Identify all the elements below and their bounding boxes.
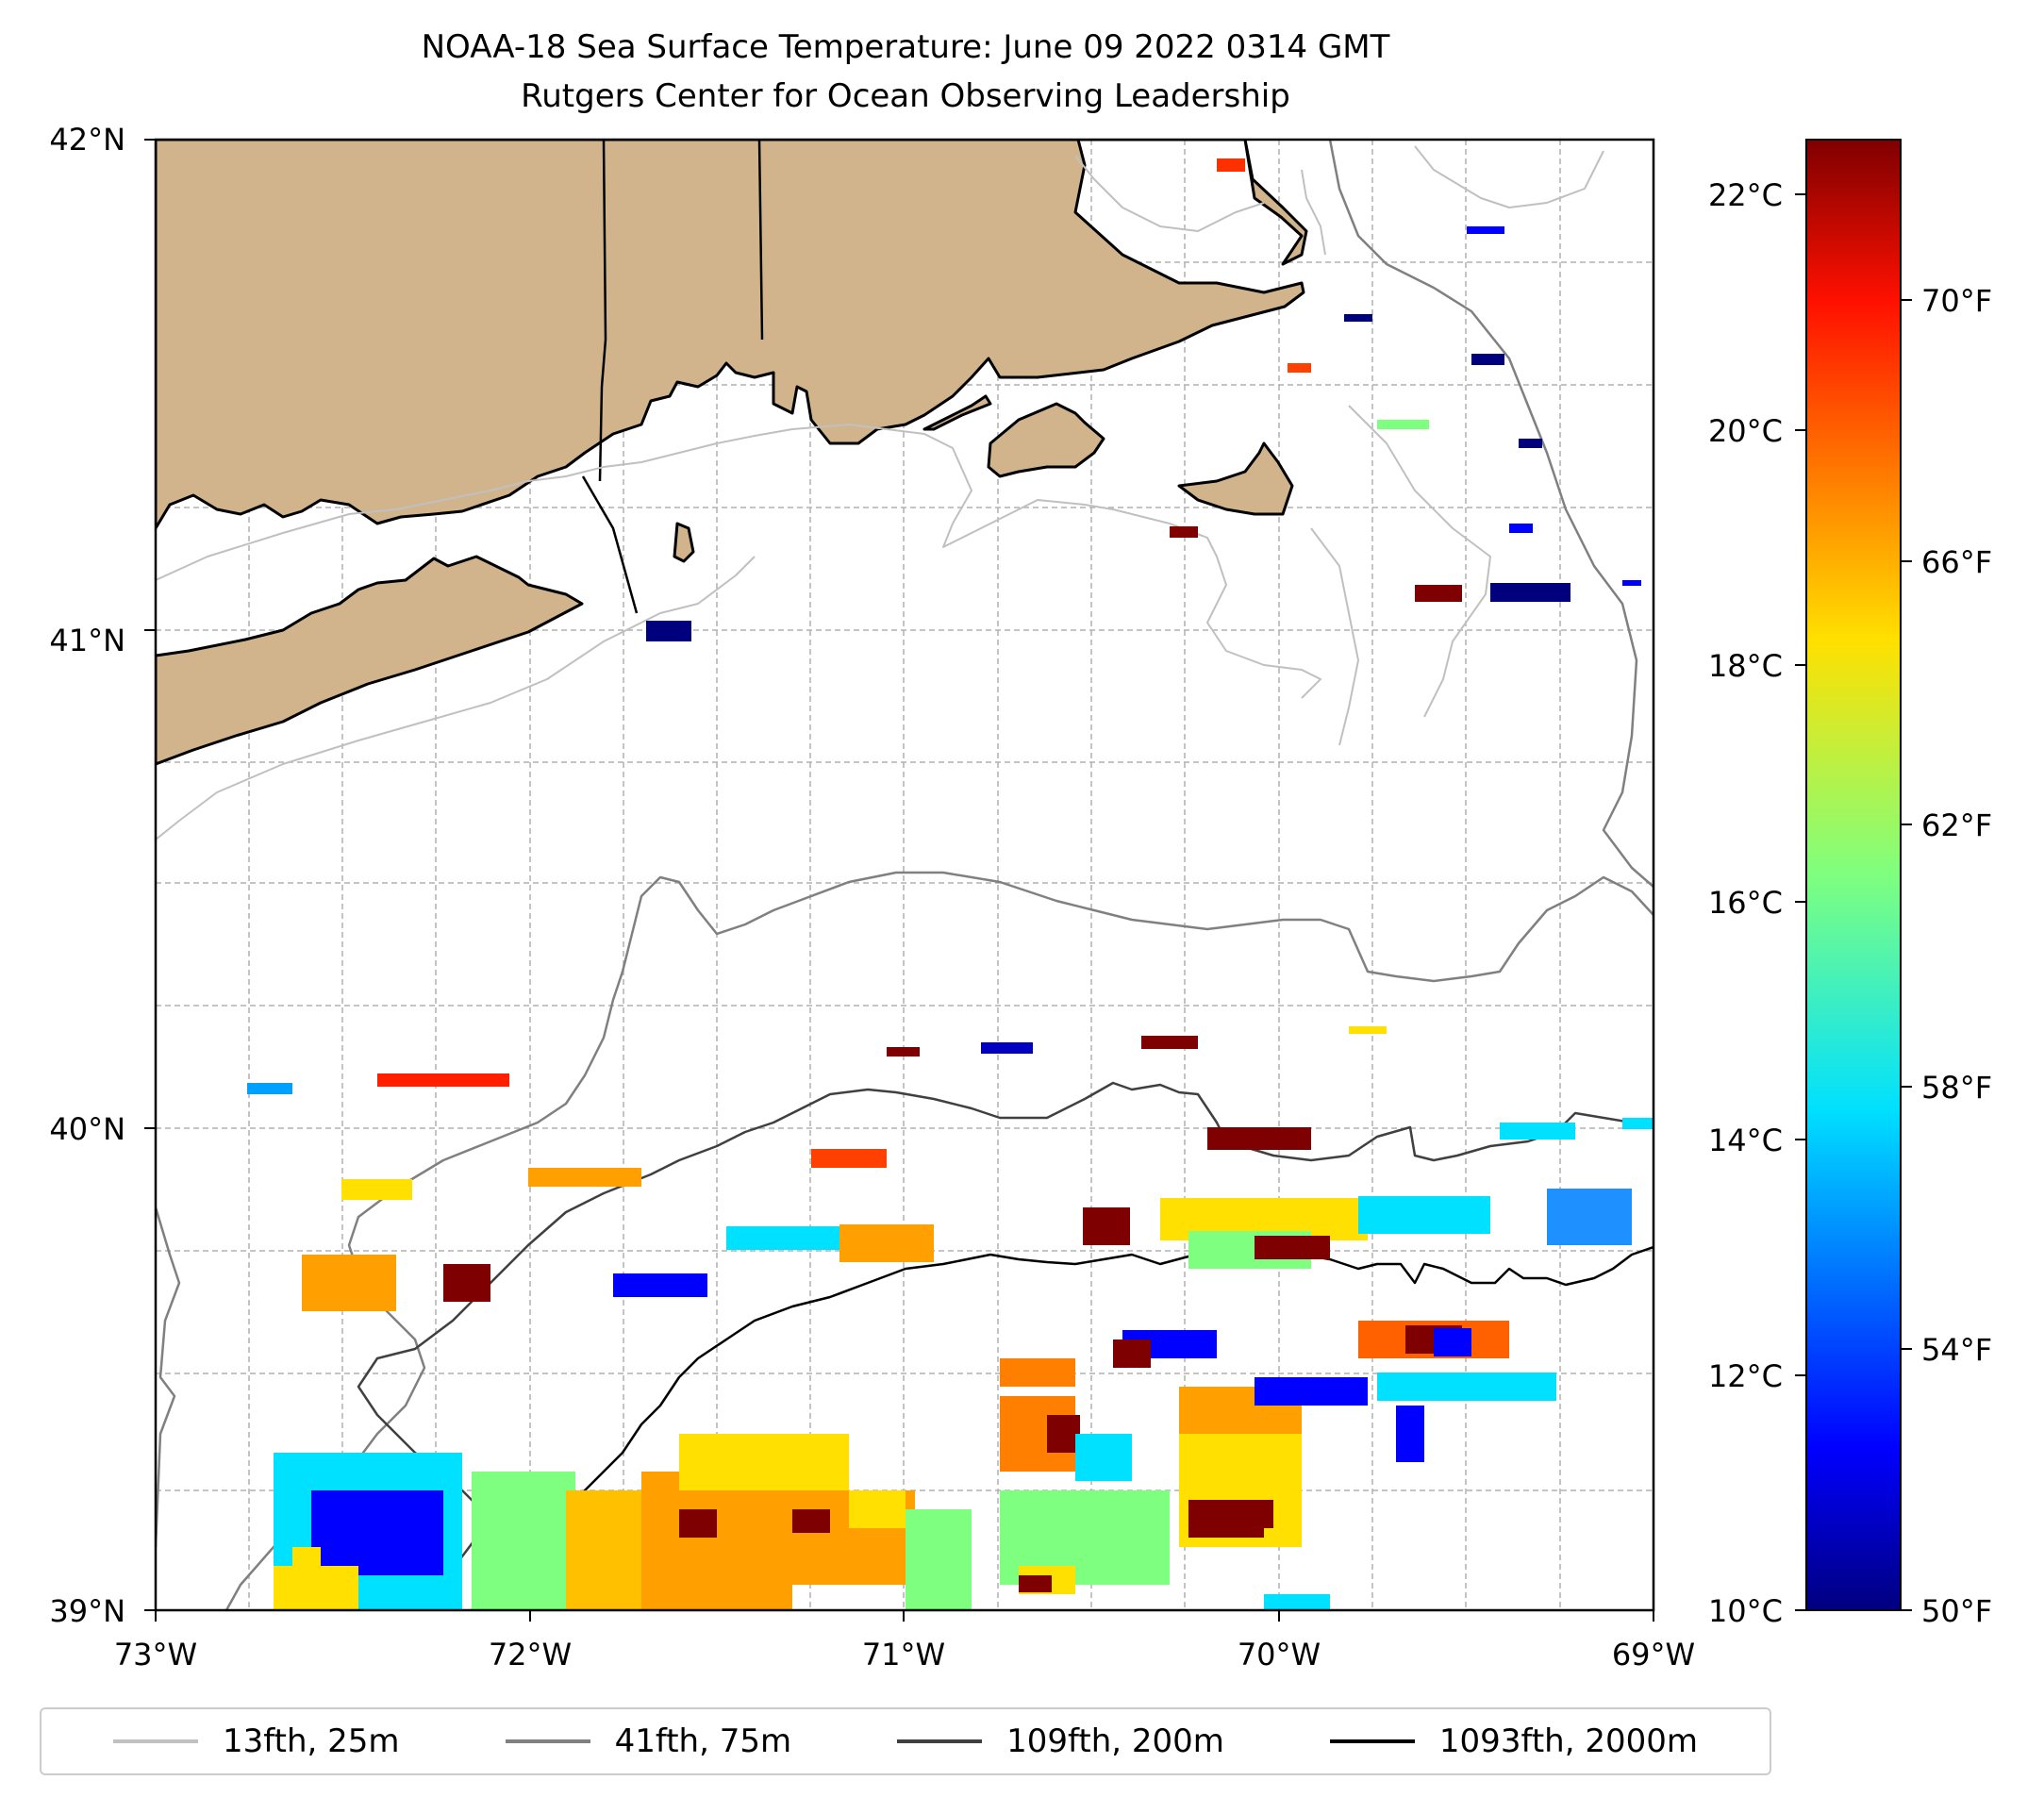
martha-vineyard xyxy=(987,402,1105,478)
colorbar-celsius-label: 16°C xyxy=(1708,885,1783,921)
colorbar-fahrenheit-label: 66°F xyxy=(1921,544,1992,580)
legend-line-swatch xyxy=(897,1739,983,1743)
contour-legend: 13fth, 25m 41fth, 75m 109fth, 200m 1093f… xyxy=(40,1707,1771,1775)
lat-tick-label: 42°N xyxy=(49,122,125,158)
elizabeth-islands xyxy=(922,394,992,431)
lon-tick-label: 73°W xyxy=(114,1637,197,1672)
new-england-mainland xyxy=(156,140,1308,530)
nantucket xyxy=(1177,441,1294,516)
legend-line-swatch xyxy=(1329,1739,1415,1743)
lon-tick-label: 70°W xyxy=(1238,1637,1321,1672)
colorbar-celsius-label: 18°C xyxy=(1708,648,1783,684)
bathymetry-contours xyxy=(156,140,1653,1610)
legend-label: 41fth, 75m xyxy=(614,1722,792,1760)
axis-ticks xyxy=(144,139,1654,1622)
legend-item-75m: 41fth, 75m xyxy=(505,1722,792,1760)
colorbar-celsius-label: 12°C xyxy=(1708,1358,1783,1394)
lat-tick-label: 40°N xyxy=(49,1111,125,1147)
colorbar-celsius-label: 20°C xyxy=(1708,413,1783,449)
colorbar-fahrenheit-label: 62°F xyxy=(1921,807,1992,843)
land-mass xyxy=(156,140,1308,766)
block-island xyxy=(673,522,695,563)
legend-label: 109fth, 200m xyxy=(1006,1722,1224,1760)
lat-tick-label: 39°N xyxy=(49,1593,125,1629)
legend-item-2000m: 1093fth, 2000m xyxy=(1329,1722,1698,1760)
state-borders xyxy=(581,140,764,614)
legend-label: 1093fth, 2000m xyxy=(1438,1722,1698,1760)
legend-item-200m: 109fth, 200m xyxy=(897,1722,1224,1760)
legend-line-swatch xyxy=(113,1739,199,1743)
lat-tick-label: 41°N xyxy=(49,623,125,658)
map-plot-area xyxy=(156,140,1653,1610)
sst-data-patches xyxy=(247,158,1653,1610)
lon-tick-label: 69°W xyxy=(1612,1637,1695,1672)
lon-tick-label: 72°W xyxy=(489,1637,572,1672)
lon-tick-label: 71°W xyxy=(862,1637,945,1672)
legend-item-25m: 13fth, 25m xyxy=(113,1722,400,1760)
legend-line-swatch xyxy=(505,1739,590,1743)
colorbar-celsius-label: 10°C xyxy=(1708,1593,1783,1629)
map-subtitle: Rutgers Center for Ocean Observing Leade… xyxy=(521,77,1290,115)
colorbar-fahrenheit-label: 70°F xyxy=(1921,283,1992,319)
map-title: NOAA-18 Sea Surface Temperature: June 09… xyxy=(421,28,1390,66)
colorbar-fahrenheit-label: 58°F xyxy=(1921,1070,1992,1106)
colorbar-fahrenheit-label: 50°F xyxy=(1921,1593,1992,1629)
legend-label: 13fth, 25m xyxy=(223,1722,400,1760)
colorbar-celsius-label: 22°C xyxy=(1708,177,1783,213)
colorbar-celsius-label: 14°C xyxy=(1708,1123,1783,1158)
colorbar: 10°C 12°C 14°C 16°C 18°C 20°C 22°C 50°F … xyxy=(1708,139,1992,1629)
long-island xyxy=(156,555,584,766)
colorbar-fahrenheit-label: 54°F xyxy=(1921,1332,1992,1368)
